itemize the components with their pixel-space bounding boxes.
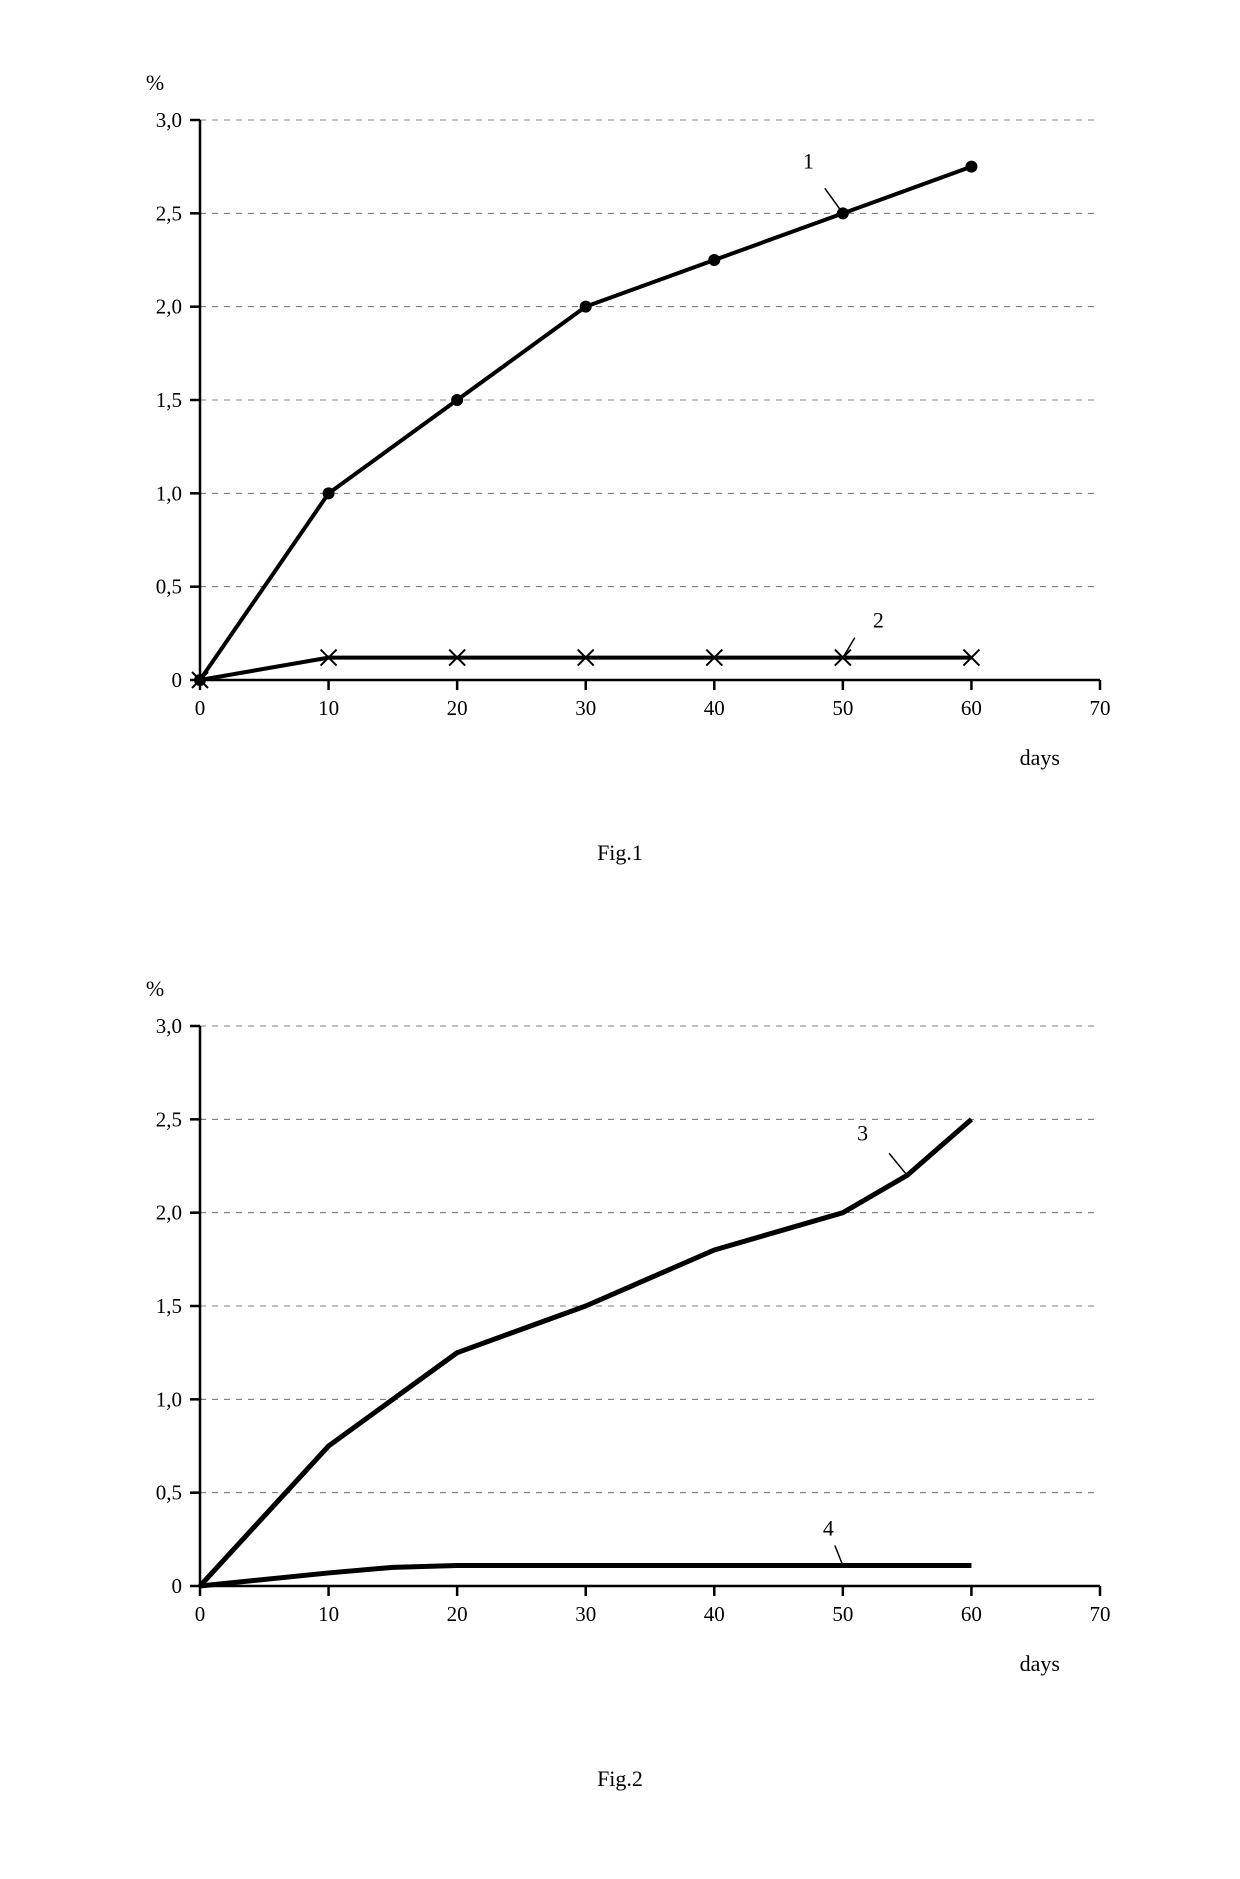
- y-tick-label: 3,0: [156, 108, 182, 132]
- chart-bg: [60, 926, 1180, 1746]
- x-axis-label: days: [1020, 1651, 1060, 1676]
- x-tick-label: 30: [575, 696, 596, 720]
- chart-fig1: 0 10 20 30 40 50 60 70 0 0,5 1,0 1,5 2,0 2,5 3,0% days 1: [20, 20, 1220, 820]
- chart-fig2: 0 10 20 30 40 50 60 70 0 0,5 1,0 1,5 2,0 2,5 3,0% days 3…: [20, 926, 1220, 1746]
- series-1-marker: [965, 161, 977, 173]
- figure-1: 0 10 20 30 40 50 60 70 0 0,5 1,0 1,5 2,0 2,5 3,0% days 1: [20, 20, 1220, 866]
- x-tick-label: 10: [318, 1602, 339, 1626]
- x-tick-label: 60: [961, 1602, 982, 1626]
- x-tick-label: 40: [704, 696, 725, 720]
- caption-fig2: Fig.2: [20, 1766, 1220, 1792]
- x-tick-label: 20: [447, 1602, 468, 1626]
- y-tick-label: 2,5: [156, 1107, 182, 1131]
- x-axis-label: days: [1020, 745, 1060, 770]
- x-tick-label: 10: [318, 696, 339, 720]
- chart-bg: [60, 20, 1180, 820]
- x-tick-label: 70: [1090, 1602, 1111, 1626]
- series-4-label: 4: [823, 1515, 834, 1540]
- x-tick-label: 50: [832, 1602, 853, 1626]
- x-tick-label: 0: [195, 1602, 206, 1626]
- y-tick-label: 0: [172, 668, 183, 692]
- figure-2: 0 10 20 30 40 50 60 70 0 0,5 1,0 1,5 2,0 2,5 3,0% days 3…: [20, 926, 1220, 1792]
- series-2-label: 2: [873, 608, 884, 633]
- caption-fig1: Fig.1: [20, 840, 1220, 866]
- y-tick-label: 3,0: [156, 1014, 182, 1038]
- y-tick-label: 2,0: [156, 1201, 182, 1225]
- series-1-marker: [323, 487, 335, 499]
- y-tick-label: 0,5: [156, 1481, 182, 1505]
- x-tick-label: 60: [961, 696, 982, 720]
- x-tick-label: 30: [575, 1602, 596, 1626]
- y-tick-label: 1,0: [156, 1387, 182, 1411]
- y-tick-label: 1,5: [156, 1294, 182, 1318]
- y-tick-label: 2,0: [156, 295, 182, 319]
- series-1-marker: [580, 301, 592, 313]
- series-3-label: 3: [857, 1120, 868, 1145]
- x-tick-label: 0: [195, 696, 206, 720]
- x-tick-label: 20: [447, 696, 468, 720]
- y-axis-label: %: [146, 70, 164, 95]
- x-tick-label: 40: [704, 1602, 725, 1626]
- x-tick-label: 50: [832, 696, 853, 720]
- y-tick-label: 1,5: [156, 388, 182, 412]
- y-axis-label: %: [146, 976, 164, 1001]
- series-1-marker: [451, 394, 463, 406]
- x-tick-label: 70: [1090, 696, 1111, 720]
- y-tick-label: 2,5: [156, 201, 182, 225]
- series-1-marker: [708, 254, 720, 266]
- y-tick-label: 0,5: [156, 575, 182, 599]
- y-tick-label: 0: [172, 1574, 183, 1598]
- y-tick-label: 1,0: [156, 481, 182, 505]
- series-1-label: 1: [803, 148, 814, 173]
